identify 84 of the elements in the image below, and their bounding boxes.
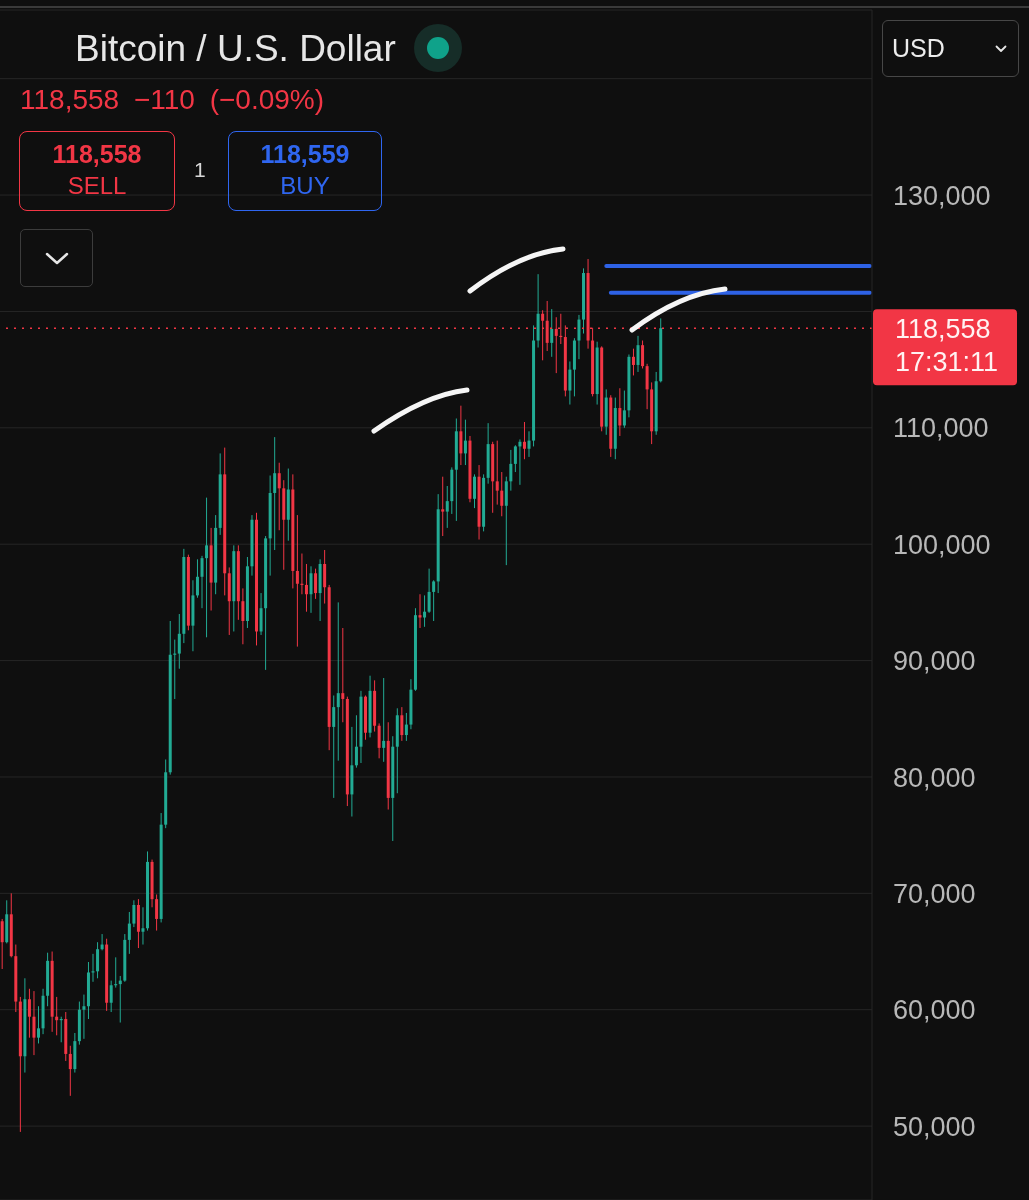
candlestick	[631, 348, 635, 376]
candlestick	[622, 390, 626, 429]
text: 17:31:11	[895, 347, 999, 378]
sell-button: 118,558 SELL	[19, 131, 175, 211]
candlestick	[114, 956, 118, 989]
candlestick	[55, 996, 59, 1036]
annotation: 118,558	[52, 140, 142, 168]
candlestick	[441, 476, 445, 537]
y-tick-label: 70,000	[893, 878, 976, 909]
candlestick	[463, 419, 467, 466]
text: 118,558 −110 (−0.09%)	[20, 84, 325, 116]
candlestick	[59, 1016, 63, 1043]
annotation: 1	[194, 158, 206, 181]
candlestick	[205, 497, 209, 638]
annotation: SELL	[67, 172, 127, 199]
candlestick	[0, 918, 4, 970]
candlestick	[577, 314, 581, 360]
candlestick	[427, 568, 431, 614]
candlestick	[509, 449, 513, 492]
buy-button: 118,559 BUY	[228, 131, 382, 211]
candlestick	[277, 462, 281, 531]
candlestick	[445, 485, 449, 529]
candlestick	[177, 613, 181, 670]
candlestick	[127, 911, 131, 955]
candlestick	[382, 677, 386, 763]
candlestick	[241, 587, 245, 645]
candlestick	[173, 639, 177, 700]
candlestick	[432, 579, 436, 622]
candlestick	[550, 308, 554, 358]
candlestick	[109, 980, 113, 1013]
candlestick	[418, 593, 422, 629]
candlestick	[195, 558, 199, 599]
candlestick	[32, 990, 36, 1056]
candlestick	[336, 601, 340, 762]
ref-line-label: 118,558	[895, 314, 991, 345]
candlestick	[155, 894, 159, 932]
candlestick	[641, 340, 645, 369]
candlestick	[423, 594, 427, 628]
annotation: BUY	[280, 172, 330, 199]
candlestick	[27, 988, 31, 1039]
candlestick	[141, 906, 145, 946]
candlestick	[304, 563, 308, 613]
candlestick	[495, 440, 499, 506]
candlestick	[645, 363, 649, 410]
candlestick	[341, 627, 345, 723]
candlestick	[118, 975, 122, 1024]
y-tick-label: 110,000	[893, 413, 989, 444]
candlestick	[200, 555, 204, 609]
candlestick	[522, 421, 526, 460]
candlestick	[400, 706, 404, 742]
candlestick	[500, 471, 504, 517]
y-tick-label: 130,000	[893, 180, 991, 211]
candlestick	[91, 953, 95, 983]
candlestick	[636, 335, 640, 373]
y-tick-label: 100,000	[893, 529, 991, 560]
candlestick	[273, 436, 277, 551]
candlestick	[513, 444, 517, 473]
candlestick	[459, 405, 463, 466]
candlestick	[132, 899, 136, 928]
candlestick	[377, 722, 381, 759]
y-tick-label: 50,000	[893, 1111, 976, 1142]
candlestick	[323, 549, 327, 605]
text: Bitcoin / U.S. Dollar	[75, 28, 396, 70]
candlestick	[96, 941, 100, 979]
candlestick	[618, 387, 622, 437]
candlestick	[82, 994, 86, 1040]
candlestick	[332, 694, 336, 799]
candlestick	[568, 360, 572, 406]
currency-select: USD	[882, 20, 1019, 77]
candlestick	[314, 568, 318, 600]
y-tick-label: 90,000	[893, 646, 976, 677]
candlestick	[309, 565, 313, 614]
annotation: 118,559	[260, 140, 350, 168]
candlestick	[295, 514, 299, 648]
candlestick	[527, 430, 531, 458]
candlestick	[300, 553, 304, 595]
candlestick	[404, 712, 408, 742]
candlestick	[354, 714, 358, 769]
candlestick	[473, 473, 477, 509]
y-tick-label: 60,000	[893, 995, 976, 1026]
candlestick	[68, 1045, 72, 1097]
candlestick	[37, 1005, 41, 1044]
y-tick-label: 80,000	[893, 762, 976, 793]
candlestick	[259, 592, 263, 636]
